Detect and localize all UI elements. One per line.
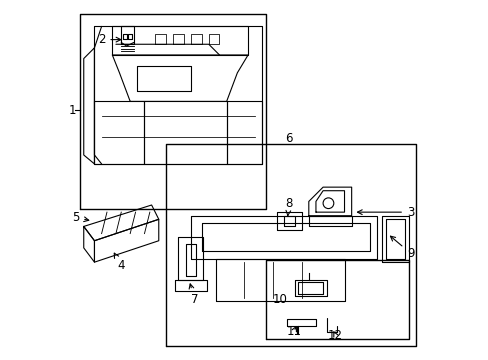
- Text: 12: 12: [327, 329, 343, 342]
- Text: 4: 4: [114, 253, 125, 272]
- Text: 3: 3: [357, 206, 413, 219]
- Text: 8: 8: [285, 197, 292, 216]
- Text: 10: 10: [272, 293, 287, 306]
- Text: 1: 1: [68, 104, 76, 117]
- Text: 6: 6: [285, 132, 292, 145]
- Text: 2: 2: [98, 33, 121, 46]
- Text: 7: 7: [189, 284, 198, 306]
- Text: 5: 5: [72, 211, 88, 224]
- Text: 9: 9: [389, 236, 413, 260]
- Text: 11: 11: [285, 325, 301, 338]
